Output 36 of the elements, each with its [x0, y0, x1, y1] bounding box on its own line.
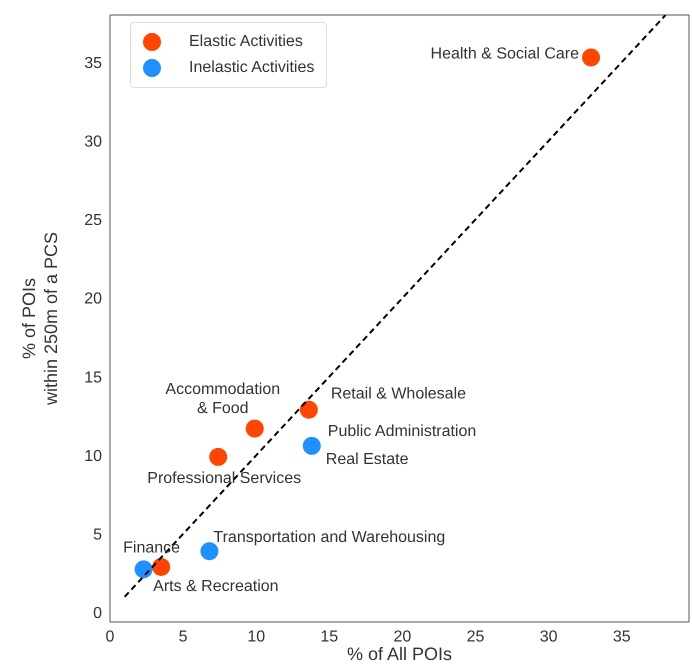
point	[134, 560, 153, 578]
annotation: Finance	[123, 538, 180, 556]
x-tick-label: 10	[247, 628, 266, 646]
x-tick-label: 20	[394, 628, 412, 646]
annotation: Arts & Recreation	[153, 577, 279, 594]
point	[209, 448, 228, 466]
x-tick-label: 0	[106, 628, 115, 646]
point	[152, 558, 170, 576]
y-axis-title: % of POIs within 250m of a PCS	[19, 232, 61, 406]
x-tick-label: 5	[178, 628, 188, 646]
annotation: Retail & Wholesale	[330, 385, 466, 402]
point	[300, 400, 318, 419]
annotation: Public Administration	[328, 422, 476, 440]
y-tick-label: 5	[93, 526, 102, 544]
y-tick-label: 15	[84, 369, 102, 386]
annotation: Accommodation & Food	[165, 380, 280, 417]
y-tick-label: 10	[84, 448, 102, 465]
y-tick-label: 0	[93, 605, 102, 622]
legend-label: Elastic Activities	[189, 32, 303, 52]
y-tick-label: 35	[84, 54, 102, 72]
annotation: Transportation and Warehousing	[213, 528, 446, 546]
x-axis-title: % of All POIs	[346, 644, 452, 664]
point	[246, 420, 264, 438]
x-tick-label: 15	[320, 628, 338, 646]
y-tick-label: 25	[84, 212, 102, 230]
x-tick-label: 25	[466, 628, 485, 646]
annotation: Professional Services	[147, 469, 302, 486]
annotation: Real Estate	[326, 450, 409, 468]
y-tick-label: 20	[84, 290, 102, 308]
annotation: Health & Social Care	[430, 44, 580, 62]
legend-label: Inelastic Activities	[189, 58, 314, 78]
x-tick-label: 30	[540, 628, 558, 646]
point	[582, 48, 600, 66]
x-tick-label: 35	[612, 628, 631, 646]
y-tick-label: 30	[84, 133, 102, 150]
point	[302, 436, 321, 455]
